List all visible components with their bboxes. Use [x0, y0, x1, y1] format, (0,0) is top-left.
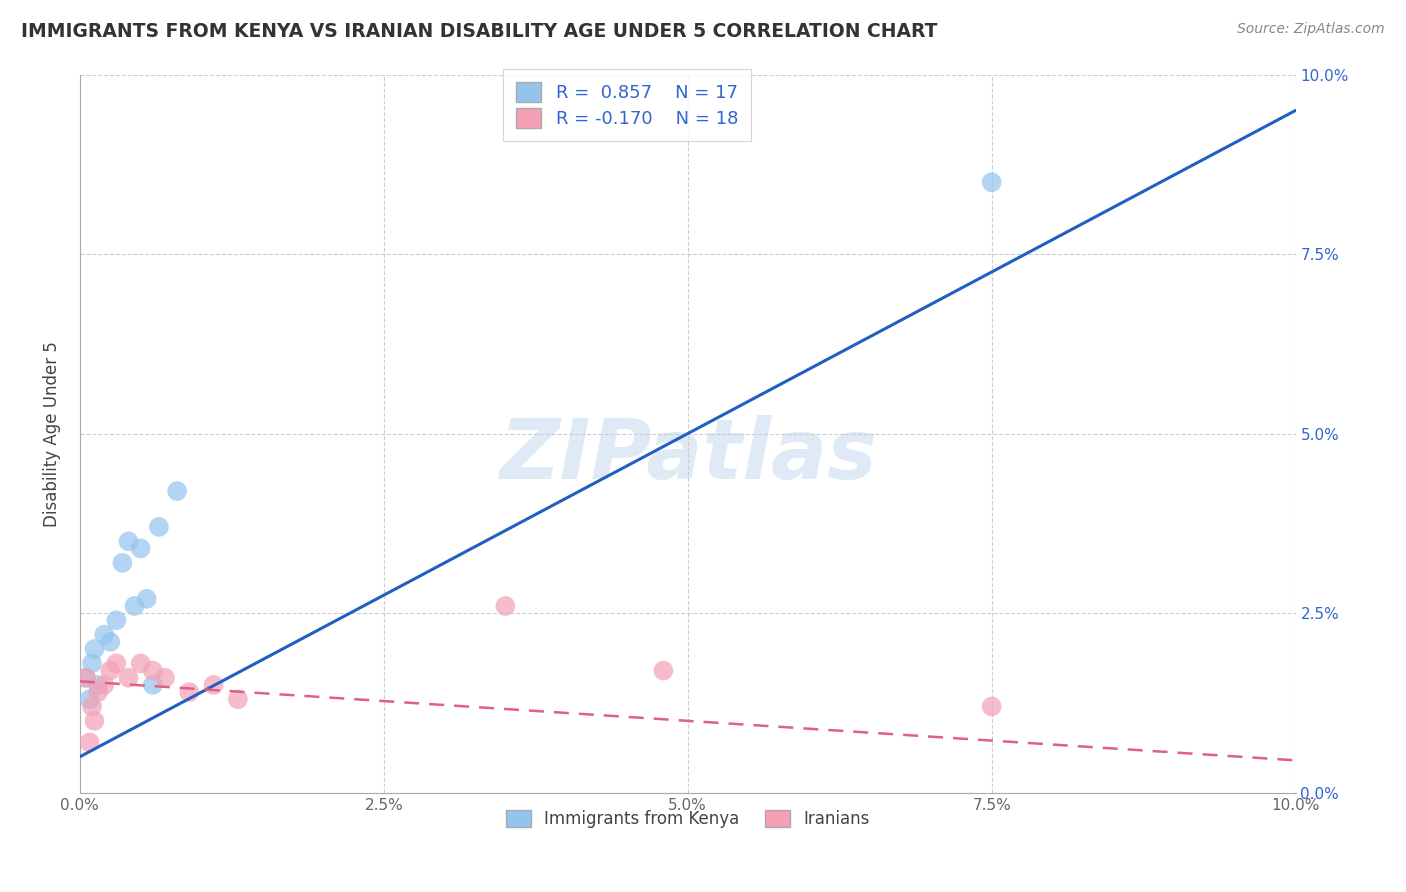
Y-axis label: Disability Age Under 5: Disability Age Under 5	[44, 341, 60, 526]
Point	[105, 613, 128, 627]
Point	[494, 599, 516, 613]
Point	[148, 520, 170, 534]
Point	[980, 699, 1002, 714]
Point	[129, 657, 152, 671]
Point	[135, 591, 157, 606]
Point	[79, 735, 101, 749]
Point	[202, 678, 225, 692]
Point	[75, 671, 97, 685]
Point	[83, 642, 105, 657]
Text: ZIPatlas: ZIPatlas	[499, 415, 877, 496]
Point	[80, 699, 103, 714]
Point	[80, 657, 103, 671]
Point	[75, 671, 97, 685]
Text: Source: ZipAtlas.com: Source: ZipAtlas.com	[1237, 22, 1385, 37]
Point	[117, 534, 139, 549]
Point	[142, 664, 165, 678]
Legend: Immigrants from Kenya, Iranians: Immigrants from Kenya, Iranians	[499, 803, 876, 835]
Text: IMMIGRANTS FROM KENYA VS IRANIAN DISABILITY AGE UNDER 5 CORRELATION CHART: IMMIGRANTS FROM KENYA VS IRANIAN DISABIL…	[21, 22, 938, 41]
Point	[87, 685, 110, 699]
Point	[83, 714, 105, 728]
Point	[980, 175, 1002, 189]
Point	[124, 599, 146, 613]
Point	[79, 692, 101, 706]
Point	[117, 671, 139, 685]
Point	[652, 664, 675, 678]
Point	[226, 692, 249, 706]
Point	[142, 678, 165, 692]
Point	[111, 556, 134, 570]
Point	[93, 678, 115, 692]
Point	[166, 483, 188, 498]
Point	[93, 628, 115, 642]
Point	[105, 657, 128, 671]
Point	[153, 671, 176, 685]
Point	[87, 678, 110, 692]
Point	[129, 541, 152, 556]
Point	[98, 635, 121, 649]
Point	[98, 664, 121, 678]
Point	[179, 685, 201, 699]
